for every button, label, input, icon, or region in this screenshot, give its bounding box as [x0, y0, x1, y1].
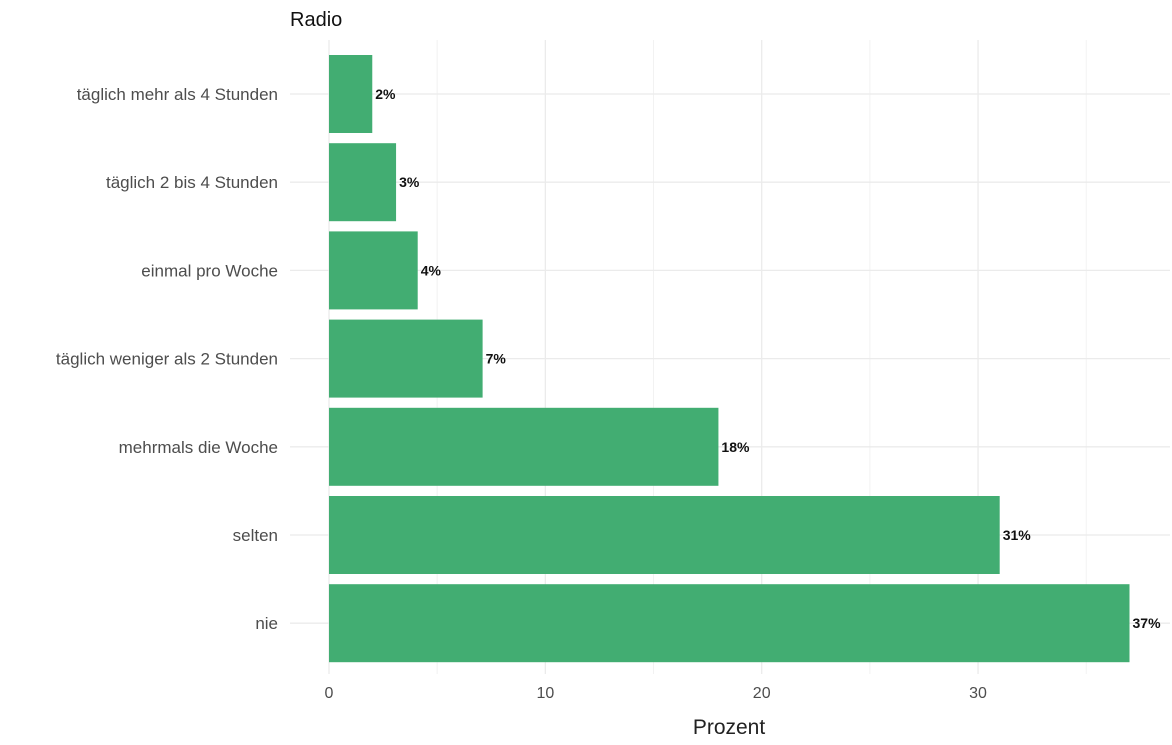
- x-tick-label: 30: [969, 685, 987, 702]
- x-axis: 0 10 20 30: [325, 685, 988, 702]
- data-label: 3%: [399, 174, 420, 190]
- category-label: nie: [255, 614, 278, 633]
- category-label: selten: [233, 526, 278, 545]
- bar: [329, 319, 483, 398]
- bar: [329, 584, 1130, 663]
- bar: [329, 55, 373, 133]
- y-axis: täglich mehr als 4 Stunden täglich 2 bis …: [56, 85, 278, 633]
- category-label: täglich 2 bis 4 Stunden: [106, 173, 278, 192]
- bar: [329, 496, 1000, 574]
- bar: [329, 231, 418, 310]
- category-label: mehrmals die Woche: [119, 438, 278, 457]
- data-label: 7%: [486, 351, 507, 367]
- category-label: täglich mehr als 4 Stunden: [77, 85, 278, 104]
- data-label: 31%: [1003, 527, 1032, 543]
- bar: [329, 143, 397, 222]
- data-label: 37%: [1133, 615, 1162, 631]
- x-tick-label: 10: [536, 685, 554, 702]
- chart-title: Radio: [290, 9, 342, 31]
- data-labels: 2% 3% 4% 7% 18% 31% 37%: [375, 86, 1161, 631]
- data-label: 18%: [721, 439, 750, 455]
- category-label: einmal pro Woche: [141, 261, 278, 280]
- bar: [329, 407, 719, 486]
- data-label: 2%: [375, 86, 396, 102]
- data-label: 4%: [421, 262, 442, 278]
- category-label: täglich weniger als 2 Stunden: [56, 350, 278, 369]
- bars: [329, 55, 1130, 663]
- x-axis-title: Prozent: [693, 716, 766, 739]
- x-tick-label: 20: [753, 685, 771, 702]
- x-tick-label: 0: [325, 685, 334, 702]
